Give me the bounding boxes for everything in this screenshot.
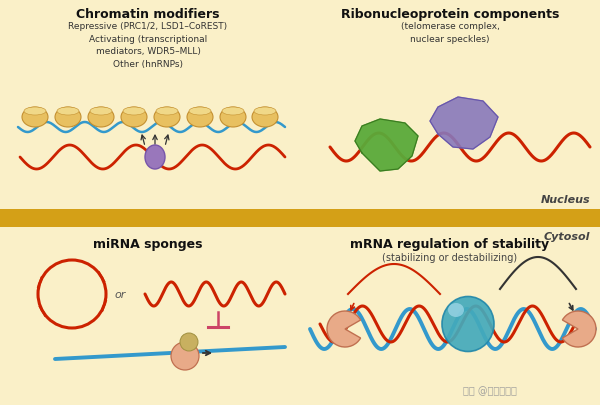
Ellipse shape [57,108,79,116]
Ellipse shape [220,108,246,128]
Ellipse shape [448,303,464,317]
Text: miRNA sponges: miRNA sponges [93,237,203,250]
Text: mRNA regulation of stability: mRNA regulation of stability [350,237,550,250]
Polygon shape [430,98,498,149]
Polygon shape [355,120,418,172]
Wedge shape [327,311,361,347]
Text: (telomerase complex,
nuclear speckles): (telomerase complex, nuclear speckles) [401,22,499,43]
Circle shape [171,342,199,370]
Wedge shape [562,311,596,347]
Ellipse shape [90,108,112,116]
Ellipse shape [55,108,81,128]
Text: Ribonucleoprotein components: Ribonucleoprotein components [341,8,559,21]
Ellipse shape [22,108,48,128]
Ellipse shape [189,108,211,116]
Text: Cytosol: Cytosol [544,231,590,241]
Ellipse shape [156,108,178,116]
Text: Nucleus: Nucleus [541,194,590,205]
Ellipse shape [252,108,278,128]
Ellipse shape [222,108,244,116]
Ellipse shape [254,108,276,116]
Ellipse shape [187,108,213,128]
Bar [0,209,600,228]
Text: or: or [115,289,125,299]
Ellipse shape [24,108,46,116]
Text: (stabilizing or destabilizing): (stabilizing or destabilizing) [382,252,518,262]
Text: 知乎 @全式金生物: 知乎 @全式金生物 [463,385,517,395]
Text: Repressive (PRC1/2, LSD1–CoREST)
Activating (transcriptional
mediators, WDR5–MLL: Repressive (PRC1/2, LSD1–CoREST) Activat… [68,22,227,68]
Circle shape [180,333,198,351]
Ellipse shape [145,146,165,170]
Text: Chromatin modifiers: Chromatin modifiers [76,8,220,21]
Ellipse shape [123,108,145,116]
Ellipse shape [442,297,494,352]
Ellipse shape [88,108,114,128]
Ellipse shape [121,108,147,128]
Ellipse shape [154,108,180,128]
